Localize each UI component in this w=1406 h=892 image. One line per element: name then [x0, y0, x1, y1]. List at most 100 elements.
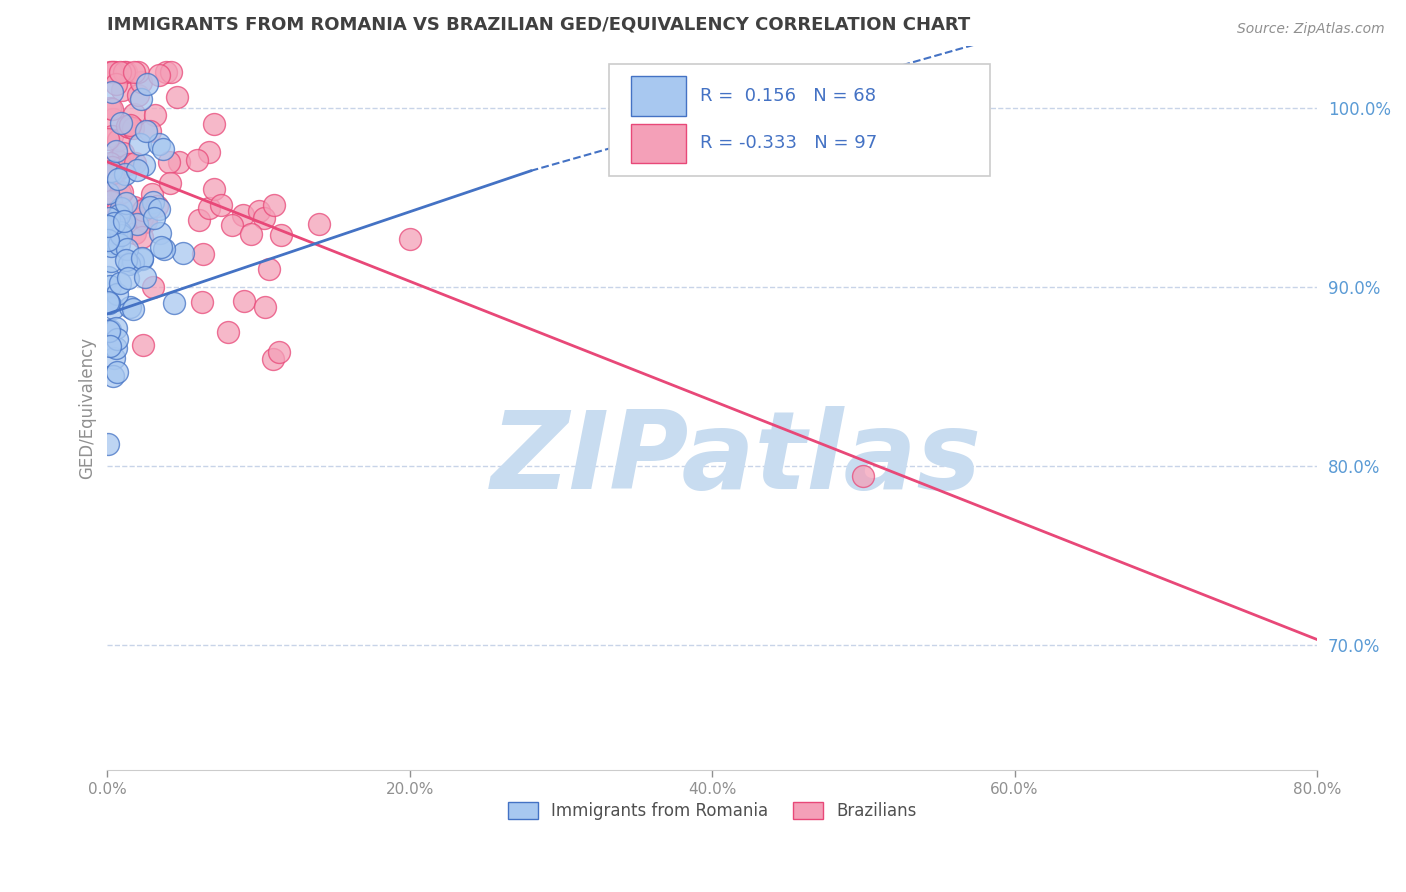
Text: ZIPatlas: ZIPatlas [491, 406, 981, 511]
Point [132, 158, 155, 172]
Point [101, 301, 124, 315]
Point [143, 107, 166, 121]
Point [146, 199, 169, 213]
Point [197, 202, 219, 216]
Point [110, 226, 132, 240]
Point [100, 194, 122, 208]
Point [100, 156, 122, 170]
Point [103, 351, 125, 366]
Point [186, 153, 208, 167]
Point [115, 195, 138, 210]
Y-axis label: GED/Equivalency: GED/Equivalency [79, 337, 96, 479]
Point [135, 214, 157, 228]
Point [104, 204, 127, 219]
Point [131, 251, 153, 265]
Point [98, 65, 121, 79]
Point [148, 202, 170, 216]
Point [131, 211, 153, 226]
Point [267, 345, 290, 359]
Point [149, 226, 172, 240]
Bar [631, 123, 686, 163]
Point [141, 187, 163, 202]
Point [122, 65, 145, 79]
Point [191, 294, 214, 309]
Point [110, 202, 132, 216]
Point [152, 142, 174, 156]
Point [98, 339, 121, 353]
Point [114, 167, 136, 181]
Point [100, 164, 122, 178]
Point [240, 227, 263, 241]
Point [253, 211, 276, 226]
Point [221, 219, 243, 233]
Point [98, 155, 121, 169]
Point [139, 124, 162, 138]
Legend: Immigrants from Romania, Brazilians: Immigrants from Romania, Brazilians [501, 796, 924, 827]
Point [127, 87, 149, 102]
Point [105, 287, 128, 301]
Point [104, 341, 127, 355]
Point [122, 121, 145, 136]
Point [124, 211, 146, 225]
Point [112, 65, 135, 79]
Point [105, 153, 128, 167]
Point [101, 368, 124, 383]
Point [153, 243, 176, 257]
Point [100, 238, 122, 252]
Point [97, 175, 120, 189]
Point [217, 325, 239, 339]
Point [111, 82, 134, 96]
Point [104, 77, 127, 91]
Point [101, 65, 124, 79]
Point [134, 270, 156, 285]
Point [98, 278, 121, 293]
Point [97, 178, 120, 192]
Point [125, 162, 148, 177]
Point [108, 154, 131, 169]
Point [160, 65, 183, 79]
Point [103, 234, 125, 248]
Point [101, 65, 124, 79]
Point [233, 294, 256, 309]
Point [104, 227, 127, 241]
Point [97, 294, 120, 309]
Point [101, 112, 124, 126]
Point [131, 230, 153, 244]
Point [263, 198, 285, 212]
Point [110, 225, 132, 239]
Point [142, 194, 165, 209]
Point [135, 124, 157, 138]
Point [262, 351, 284, 366]
Point [107, 237, 129, 252]
Point [118, 120, 141, 134]
Point [100, 254, 122, 268]
Text: IMMIGRANTS FROM ROMANIA VS BRAZILIAN GED/EQUIVALENCY CORRELATION CHART: IMMIGRANTS FROM ROMANIA VS BRAZILIAN GED… [107, 15, 970, 33]
Point [139, 201, 162, 215]
Point [209, 198, 232, 212]
Point [129, 137, 152, 152]
Point [101, 160, 124, 174]
Point [108, 276, 131, 290]
Point [193, 246, 215, 260]
Point [110, 116, 132, 130]
Point [247, 204, 270, 219]
Point [115, 252, 138, 267]
Point [97, 211, 120, 225]
Point [107, 133, 129, 147]
Point [150, 240, 173, 254]
Text: Source: ZipAtlas.com: Source: ZipAtlas.com [1237, 22, 1385, 37]
Point [132, 338, 155, 352]
Point [103, 235, 125, 250]
Point [108, 207, 131, 221]
FancyBboxPatch shape [609, 63, 990, 176]
Point [110, 228, 132, 243]
Point [101, 129, 124, 144]
Point [172, 246, 194, 260]
Point [104, 321, 127, 335]
Point [134, 201, 156, 215]
Point [117, 271, 139, 285]
Point [107, 171, 129, 186]
Point [122, 107, 145, 121]
Point [166, 90, 188, 104]
Point [97, 233, 120, 247]
